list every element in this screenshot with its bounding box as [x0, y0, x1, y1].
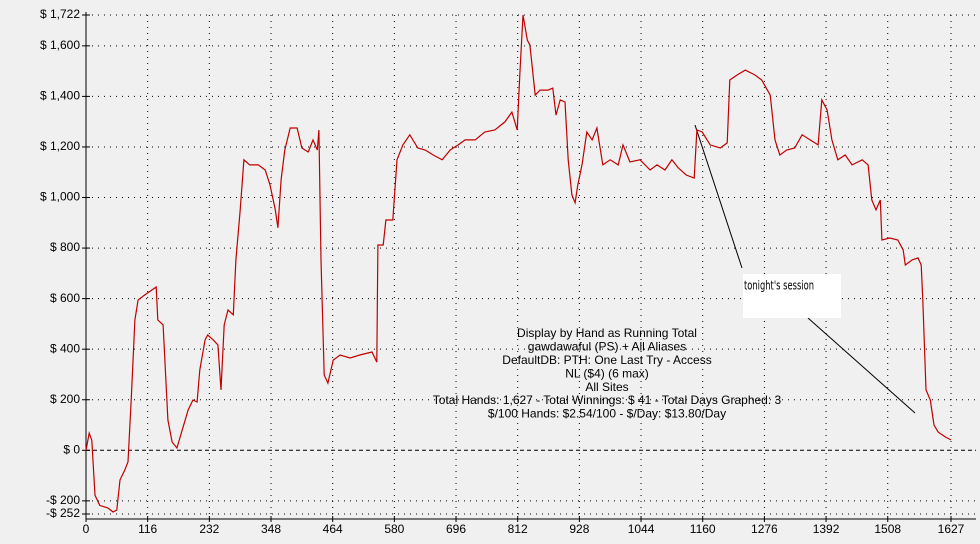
y-tick-label: $ 1,200: [40, 139, 80, 153]
line-series: [85, 14, 952, 513]
callout-pointer: [807, 317, 916, 414]
x-tick-label: 1508: [874, 522, 901, 536]
x-tick-label: 464: [323, 522, 343, 536]
y-tick-label: $ 1,000: [40, 190, 80, 204]
x-tick-label: 0: [83, 522, 90, 536]
x-tick-label: 928: [569, 522, 589, 536]
x-tick-label: 116: [138, 522, 157, 536]
annotation: DefaultDB: PTH: One Last Try - Access: [502, 353, 711, 367]
y-tick-label: $ 200: [50, 392, 80, 406]
annotations: Display by Hand as Running Totalgawdawaf…: [433, 326, 782, 420]
y-tick-label: $ 1,722: [40, 7, 80, 21]
y-tick-label: $ 0: [63, 442, 80, 456]
annotation: NL ($4) (6 max): [565, 366, 649, 380]
y-tick-label: $ 600: [50, 291, 80, 305]
x-tick-label: 1044: [628, 522, 655, 536]
annotation: Total Hands: 1,627 - Total Winnings: $ 4…: [433, 393, 782, 407]
x-tick-label: 580: [384, 522, 404, 536]
callout-text: tonight's session: [744, 279, 814, 293]
y-tick-label: $ 1,600: [40, 38, 80, 52]
x-tick-label: 696: [446, 522, 466, 536]
x-tick-label: 1160: [690, 522, 716, 536]
x-tick-label: 1276: [751, 522, 778, 536]
y-tick-label: $ 400: [50, 341, 80, 355]
x-tick-label: 1627: [938, 522, 965, 536]
annotation: Display by Hand as Running Total: [517, 326, 697, 340]
callout-pointer: [694, 124, 743, 269]
annotation: $/100 Hands: $2.54/100 - $/Day: $13.80/D…: [488, 407, 726, 421]
y-tick-label: -$ 200: [46, 493, 80, 507]
y-tick-label: -$ 252: [46, 506, 80, 520]
x-tick-label: 232: [199, 522, 219, 536]
x-tick-label: 1392: [813, 522, 840, 536]
x-tick-label: 812: [508, 522, 528, 536]
y-tick-label: $ 800: [50, 240, 80, 254]
grid: -$ 252-$ 200 $ 0 $ 200 $ 400 $ 600 $ 800 $ 1,0…: [40, 7, 976, 536]
x-tick-label: 348: [261, 522, 281, 536]
annotation: gawdawaful (PS) + All Aliases: [528, 340, 686, 354]
callout-box: [743, 274, 841, 318]
y-tick-label: $ 1,400: [40, 89, 80, 103]
annotation: All Sites: [585, 380, 628, 394]
